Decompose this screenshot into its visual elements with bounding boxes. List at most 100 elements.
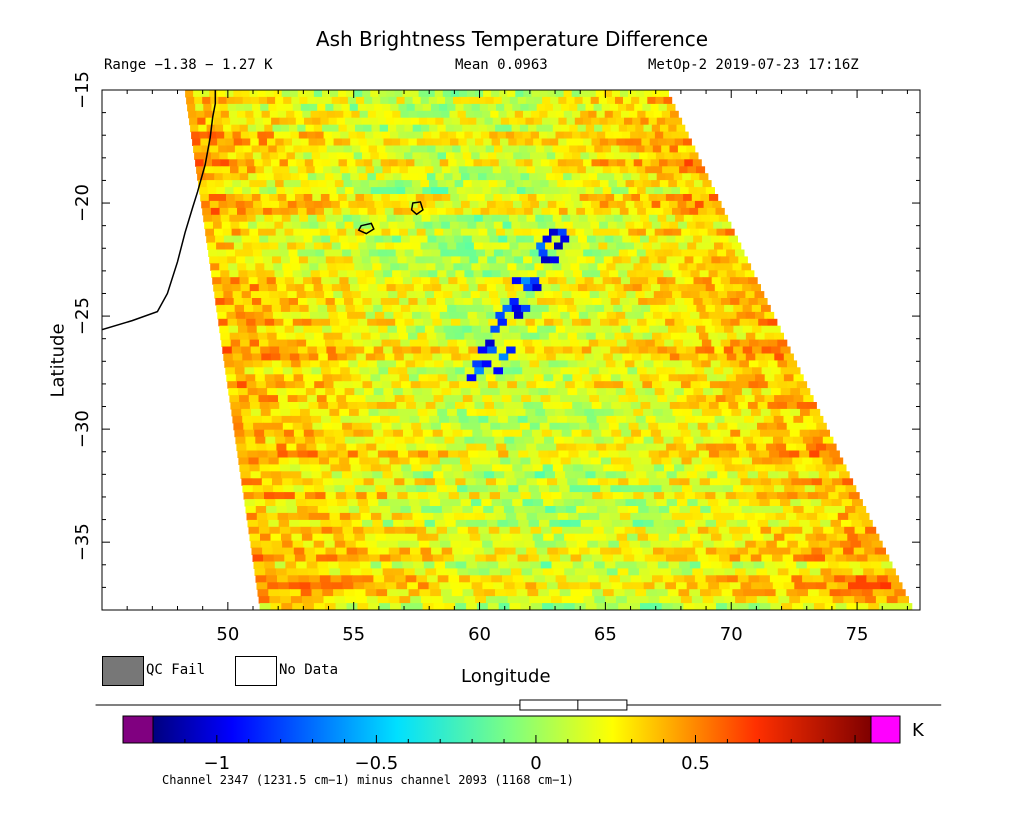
heatmap-cell xyxy=(255,506,267,514)
heatmap-cell xyxy=(409,499,421,507)
heatmap-cell xyxy=(716,547,728,556)
heatmap-cell xyxy=(684,298,694,306)
heatmap-cell xyxy=(526,547,538,556)
heatmap-cell xyxy=(449,221,460,230)
heatmap-cell xyxy=(702,485,714,493)
heatmap-cell xyxy=(656,589,669,597)
heatmap-cell xyxy=(498,110,508,119)
heatmap-cell xyxy=(677,200,687,209)
heatmap-cell xyxy=(415,526,427,535)
heatmap-cell xyxy=(555,353,566,361)
heatmap-cell xyxy=(486,284,497,292)
heatmap-cell xyxy=(459,575,471,583)
heatmap-cell xyxy=(479,152,489,160)
heatmap-cell xyxy=(755,311,765,320)
heatmap-cell xyxy=(676,180,686,188)
heatmap-cell xyxy=(199,131,209,140)
heatmap-cell xyxy=(548,332,559,341)
heatmap-cell xyxy=(828,492,840,500)
heatmap-cell xyxy=(305,554,317,562)
heatmap-cell xyxy=(402,277,413,285)
heatmap-cell xyxy=(647,152,657,160)
heatmap-cell xyxy=(475,166,485,174)
heatmap-cell xyxy=(247,388,258,396)
heatmap-cell xyxy=(629,603,641,610)
heatmap-cell xyxy=(511,277,522,285)
heatmap-cell xyxy=(663,270,673,278)
heatmap-cell xyxy=(662,166,672,174)
heatmap-cell xyxy=(544,436,555,445)
heatmap-cell xyxy=(868,533,880,542)
heatmap-cell xyxy=(367,207,377,216)
heatmap-cell xyxy=(585,187,595,195)
heatmap-cell xyxy=(670,332,681,341)
heatmap-cell xyxy=(312,533,324,542)
heatmap-cell xyxy=(441,166,451,174)
heatmap-cell xyxy=(405,575,417,583)
heatmap-cell xyxy=(763,485,775,493)
heatmap-cell xyxy=(251,547,263,556)
heatmap-cell xyxy=(434,478,446,486)
heatmap-cell xyxy=(531,367,542,375)
heatmap-cell xyxy=(541,526,553,535)
heatmap-cell xyxy=(416,367,427,375)
heatmap-cell xyxy=(326,110,336,119)
heatmap-cell xyxy=(789,450,800,458)
heatmap-cell xyxy=(661,145,671,153)
heatmap-cell xyxy=(266,277,277,285)
heatmap-cell xyxy=(293,145,303,153)
heatmap-cell xyxy=(559,187,569,195)
heatmap-cell xyxy=(604,235,615,244)
heatmap-cell xyxy=(843,547,855,556)
heatmap-cell xyxy=(388,187,398,195)
heatmap-cell xyxy=(694,575,707,583)
heatmap-cell xyxy=(540,596,552,604)
heatmap-cell xyxy=(480,422,491,431)
heatmap-cell xyxy=(349,103,359,112)
heatmap-cell xyxy=(294,554,307,562)
heatmap-cell xyxy=(509,388,520,396)
heatmap-cell xyxy=(491,90,500,98)
heatmap-cell xyxy=(802,526,814,535)
heatmap-cell xyxy=(365,589,377,597)
heatmap-cell xyxy=(518,270,529,278)
heatmap-cell xyxy=(703,200,713,209)
heatmap-cell xyxy=(270,603,282,610)
heatmap-cell xyxy=(700,429,711,438)
heatmap-cell xyxy=(408,450,419,458)
heatmap-cell xyxy=(481,360,492,368)
heatmap-cell xyxy=(359,284,369,292)
heatmap-cell xyxy=(329,457,340,465)
heatmap-cell xyxy=(763,415,775,424)
heatmap-cell xyxy=(714,325,725,334)
heatmap-cell xyxy=(443,395,454,403)
heatmap-cell xyxy=(427,408,438,417)
heatmap-cell xyxy=(404,395,415,403)
heatmap-cell xyxy=(614,194,624,202)
heatmap-cell xyxy=(774,332,784,341)
heatmap-cell xyxy=(737,547,749,556)
heatmap-cell xyxy=(443,173,453,181)
heatmap-cell xyxy=(746,443,757,452)
heatmap-cell xyxy=(358,242,368,250)
heatmap-cell xyxy=(454,298,465,306)
heatmap-cell xyxy=(477,145,487,153)
heatmap-cell xyxy=(400,506,412,514)
heatmap-cell xyxy=(628,422,640,431)
heatmap-cell xyxy=(424,325,435,334)
heatmap-cell xyxy=(351,374,362,382)
heatmap-cell xyxy=(824,603,837,610)
heatmap-cell xyxy=(643,221,653,230)
heatmap-cell xyxy=(290,304,300,313)
heatmap-cell xyxy=(691,194,701,202)
heatmap-cell xyxy=(390,554,402,562)
heatmap-cell xyxy=(473,589,485,597)
heatmap-cell xyxy=(347,450,359,458)
heatmap-cell xyxy=(509,526,521,535)
heatmap-cell xyxy=(597,152,607,160)
heatmap-cell xyxy=(305,242,315,250)
heatmap-cell xyxy=(783,415,794,424)
heatmap-cell xyxy=(297,249,307,257)
heatmap-cell xyxy=(750,478,762,486)
heatmap-cell xyxy=(582,270,592,278)
